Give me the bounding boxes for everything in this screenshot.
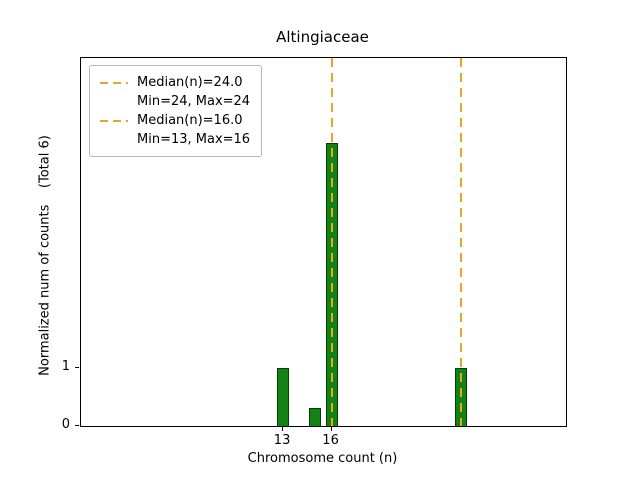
- x-axis-label: Chromosome count (n): [247, 451, 398, 466]
- y-tick: [75, 425, 79, 426]
- chart-title: Altingiaceae: [276, 28, 369, 46]
- legend-label: Median(n)=16.0: [137, 113, 243, 128]
- histogram-bar: [309, 408, 322, 426]
- x-tick: [330, 427, 332, 431]
- y-tick: [75, 366, 79, 368]
- median-line: [330, 58, 333, 426]
- legend-label: Min=13, Max=16: [137, 132, 251, 147]
- x-tick-label: 13: [273, 433, 291, 448]
- legend-item: Median(n)=16.0: [100, 111, 250, 130]
- legend-swatch-spacer: [100, 101, 128, 103]
- plot-area: Median(n)=24.0 Min=24, Max=24 Median(n)=…: [80, 57, 567, 427]
- dashed-line-swatch: [100, 119, 128, 122]
- legend-swatch-spacer: [100, 139, 128, 141]
- x-tick: [282, 427, 284, 431]
- legend-item: Min=13, Max=16: [100, 130, 250, 149]
- y-tick-label: 0: [61, 417, 70, 432]
- legend-item: Min=24, Max=24: [100, 92, 250, 111]
- legend: Median(n)=24.0 Min=24, Max=24 Median(n)=…: [89, 65, 263, 157]
- histogram-bar: [277, 367, 290, 426]
- y-tick-label: 1: [61, 358, 70, 374]
- x-tick-label: 16: [322, 433, 339, 448]
- median-line: [459, 58, 462, 426]
- y-axis-label: Normalized num of counts (Total 6): [37, 135, 53, 376]
- legend-label: Median(n)=24.0: [137, 75, 243, 90]
- legend-item: Median(n)=24.0: [100, 73, 250, 92]
- legend-label: Min=24, Max=24: [137, 94, 251, 109]
- dashed-line-swatch: [100, 81, 128, 84]
